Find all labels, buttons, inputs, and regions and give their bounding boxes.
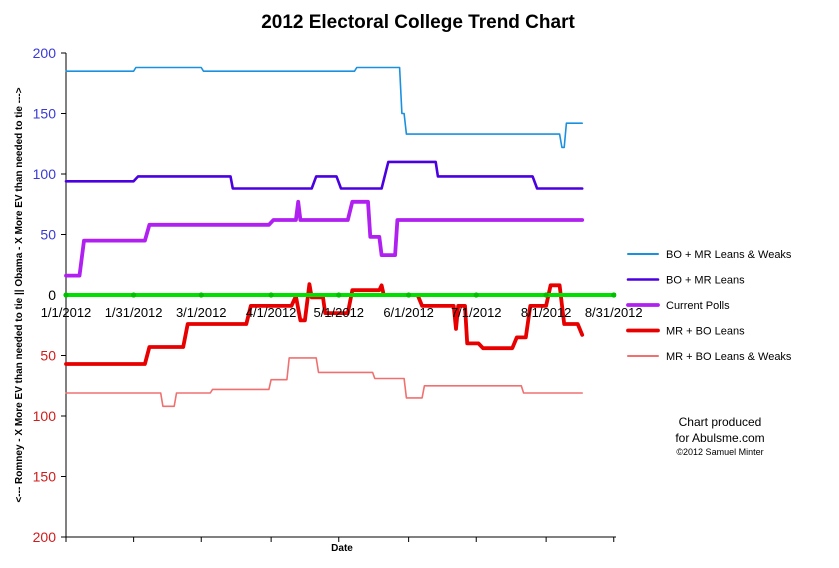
x-tick-label: 7/1/2012 (451, 305, 502, 320)
legend-label: Current Polls (666, 300, 730, 312)
y-tick-label-obama: 150 (33, 106, 57, 122)
zero-line-marker (406, 292, 412, 298)
y-tick-label-romney: 100 (33, 408, 57, 424)
y-tick-label-obama: 200 (33, 45, 57, 61)
zero-line-marker (473, 292, 479, 298)
zero-line-marker (131, 292, 137, 298)
y-tick-label-romney: 200 (33, 529, 57, 545)
zero-line-marker (63, 292, 69, 298)
x-axis-label: Date (331, 543, 353, 554)
legend-label: MR + BO Leans & Weaks (666, 351, 792, 363)
x-tick-label: 8/31/2012 (585, 305, 643, 320)
zero-line-group (63, 292, 617, 298)
legend-label: MR + BO Leans (666, 326, 745, 338)
y-ticks: 200 150 100 50 0 50 100 150 200 (33, 45, 66, 545)
credit-line-2: for Abulsme.com (675, 431, 764, 445)
y-tick-label-romney: 150 (33, 469, 57, 485)
series-line-mr-bo-leans-weaks (65, 357, 584, 408)
legend: BO + MR Leans & Weaks BO + MR Leans Curren… (626, 249, 792, 363)
x-tick-label: 5/1/2012 (313, 305, 364, 320)
x-tick-label: 6/1/2012 (383, 305, 434, 320)
zero-line-marker (198, 292, 204, 298)
credit-line-3: ©2012 Samuel Minter (676, 447, 763, 457)
x-ticks (65, 537, 615, 542)
y-axis-label: <--- Romney - X More EV than needed to t… (14, 87, 25, 502)
x-tick-label: 1/31/2012 (105, 305, 163, 320)
legend-label: BO + MR Leans & Weaks (666, 249, 792, 261)
credit-line-1: Chart produced (679, 415, 762, 429)
series-line-bo-mr-leans-weaks (65, 66, 584, 149)
x-tick-label: 8/1/2012 (521, 305, 572, 320)
zero-line-marker (268, 292, 274, 298)
series-line-bo-mr-leans (64, 160, 584, 190)
x-tick-label: 4/1/2012 (246, 305, 297, 320)
x-tick-label: 3/1/2012 (176, 305, 227, 320)
y-tick-label-zero: 0 (48, 287, 56, 303)
y-tick-label-obama: 50 (40, 227, 56, 243)
zero-line-marker (543, 292, 549, 298)
legend-label: BO + MR Leans (666, 275, 745, 287)
series-line-current-polls (64, 199, 585, 278)
x-tick-label: 1/1/2012 (41, 305, 92, 320)
chart-title: 2012 Electoral College Trend Chart (261, 12, 575, 33)
y-tick-label-romney: 50 (40, 348, 56, 364)
y-tick-label-obama: 100 (33, 166, 57, 182)
zero-line-marker (336, 292, 342, 298)
zero-line-marker (611, 292, 617, 298)
x-tick-labels: 1/1/2012 1/31/2012 3/1/2012 4/1/2012 5/1/201… (41, 305, 643, 320)
